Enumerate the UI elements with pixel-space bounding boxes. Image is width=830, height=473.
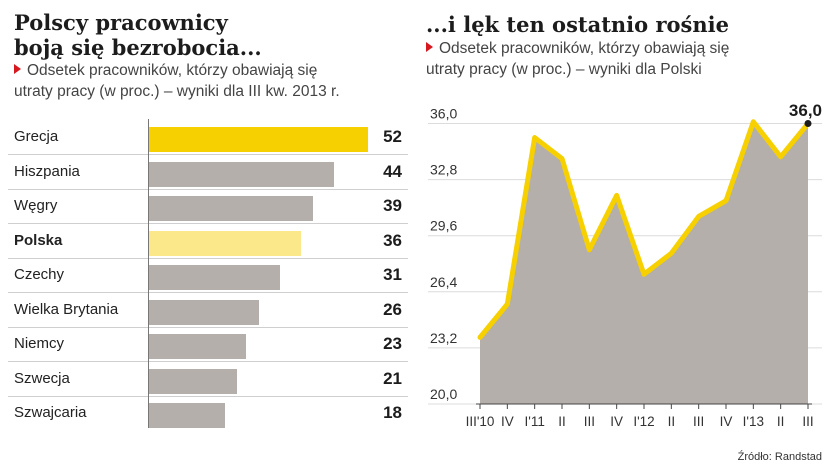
right-subtitle-line2: utraty pracy (w proc.) – wyniki dla Pols… [426,61,702,78]
bar-row: Czechy 31 [8,258,408,292]
x-tick-label: II [668,414,676,429]
bar-value-label: 39 [383,196,402,215]
row-separator [8,223,408,224]
bar [149,368,238,394]
category-label: Szwajcaria [14,404,87,421]
x-tick-label: I'12 [633,414,654,429]
y-tick-label: 29,6 [430,218,457,234]
row-separator [8,361,408,362]
bar-row: Niemcy 23 [8,327,408,361]
bar-value-label: 18 [383,403,402,422]
row-separator [8,395,408,397]
x-tick-label: IV [610,414,623,429]
left-subtitle-line2: utraty pracy (w proc.) – wyniki dla III … [14,83,340,100]
bar-row: Grecja 52 [8,120,408,154]
bar-value-label: 44 [383,161,402,181]
left-subtitle: Odsetek pracowników, którzy obawiają się… [14,60,340,102]
left-subtitle-line1: Odsetek pracowników, którzy obawiają się [27,62,318,79]
left-title: Polscy pracownicy boją się bezrobocia... [14,10,262,60]
triangle-bullet-icon [426,42,433,52]
right-subtitle-line1: Odsetek pracowników, którzy obawiają się [439,40,730,57]
category-label: Szwecja [14,369,70,387]
bar [149,265,280,290]
x-tick-label: I'11 [524,414,544,429]
bar [149,403,225,428]
triangle-bullet-icon [14,64,21,74]
bar [149,196,314,221]
x-tick-label: III [584,414,595,429]
category-label: Węgry [14,197,58,214]
x-tick-label: II [777,414,785,429]
row-separator [8,154,408,155]
row-separator [8,326,408,328]
bar-row: Hiszpania 44 [8,155,408,189]
bar-chart-axis [148,119,149,428]
x-tick-label: II [558,414,566,429]
bar-row: Polska 36 [8,224,408,258]
end-point-marker [804,120,812,128]
x-tick-label: IV [720,414,733,429]
right-title-text: ...i lęk ten ostatnio rośnie [426,12,729,37]
category-label: Grecja [14,128,59,145]
bar [149,334,246,359]
bar [149,230,301,256]
category-label: Czechy [14,266,65,283]
row-separator [8,188,408,190]
y-tick-label: 36,0 [430,106,457,122]
row-separator [8,292,408,293]
bar-row: Węgry 39 [8,189,408,223]
category-label: Niemcy [14,335,65,352]
right-title: ...i lęk ten ostatnio rośnie [426,12,729,37]
category-label: Hiszpania [14,162,80,180]
bar-value-label: 21 [383,368,402,388]
x-tick-label: I'13 [743,414,764,429]
bar-value-label: 52 [383,127,402,146]
bar-row: Szwajcaria 18 [8,396,408,430]
bar-value-label: 36 [383,230,402,250]
row-separator [8,257,408,259]
y-tick-label: 20,0 [430,386,457,402]
bar [149,299,259,325]
area-fill [480,121,808,404]
bar [149,127,368,152]
end-value-label: 36,0 [789,101,822,120]
x-tick-label: III [802,414,813,429]
bar-row: Szwecja 21 [8,362,408,396]
y-tick-label: 26,4 [430,274,457,290]
y-tick-label: 23,2 [430,330,457,346]
category-label: Wielka Brytania [14,300,119,318]
bar-value-label: 31 [383,265,402,284]
bar-row: Wielka Brytania 26 [8,293,408,327]
x-tick-label: III'10 [466,414,495,429]
series-line [477,119,811,340]
right-subtitle: Odsetek pracowników, którzy obawiają się… [426,38,729,80]
bar-value-label: 26 [383,299,402,319]
y-tick-label: 32,8 [430,162,457,178]
left-title-line1: Polscy pracownicy [14,10,228,35]
x-tick-label: IV [501,414,514,429]
left-title-line2: boją się bezrobocia... [14,35,262,60]
bar [149,161,335,187]
category-label: Polska [14,231,63,249]
x-tick-label: III [693,414,704,429]
source-note: Źródło: Randstad [737,451,822,463]
bar-value-label: 23 [383,334,402,353]
